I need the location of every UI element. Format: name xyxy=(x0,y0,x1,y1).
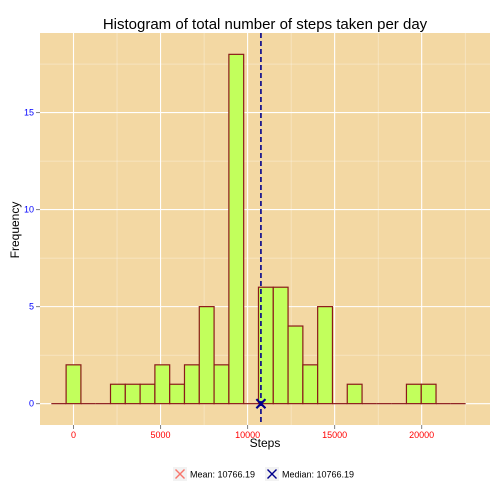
histogram-bar xyxy=(139,383,156,405)
histogram-bar xyxy=(65,364,82,405)
y-tick-label: 15 xyxy=(24,108,34,118)
median-marker xyxy=(255,398,267,409)
histogram-bar xyxy=(213,364,230,405)
y-axis-ticks: 0 5 10 15 xyxy=(24,108,40,409)
histogram-bar xyxy=(317,306,334,405)
legend-label: Median: 10766.19 xyxy=(282,470,354,480)
x-tick-label: 10000 xyxy=(235,430,260,440)
x-tick-label: 5000 xyxy=(151,430,171,440)
x-axis-title: Steps xyxy=(250,436,281,450)
legend-key-stroke xyxy=(175,469,185,479)
markers xyxy=(255,33,267,425)
histogram-bar xyxy=(124,383,141,405)
histogram-bar xyxy=(198,306,215,405)
histogram-bar xyxy=(420,383,437,405)
histogram-bar xyxy=(346,383,363,405)
y-axis-title: Frequency xyxy=(8,202,22,259)
legend-key-stroke xyxy=(267,469,277,479)
histogram-bar xyxy=(109,383,126,405)
x-axis-ticks: 0 5000 10000 15000 20000 xyxy=(71,425,434,440)
legend: Mean: 10766.19 Median: 10766.19 xyxy=(173,467,354,481)
histogram-bar xyxy=(154,364,171,405)
histogram-bar xyxy=(228,53,245,405)
y-tick-label: 5 xyxy=(29,302,34,312)
legend-key-icon xyxy=(267,469,277,479)
chart-title: Histogram of total number of steps taken… xyxy=(103,16,428,33)
histogram-bar xyxy=(302,364,319,405)
y-tick-label: 10 xyxy=(24,205,34,215)
histogram-bar xyxy=(287,325,304,405)
histogram-bar xyxy=(183,364,200,405)
histogram-bar xyxy=(272,286,289,405)
legend-key-icon xyxy=(175,469,185,479)
histogram-bar xyxy=(169,383,186,405)
x-tick-label: 20000 xyxy=(409,430,434,440)
bars xyxy=(51,53,466,405)
legend-label: Mean: 10766.19 xyxy=(190,470,255,480)
median-marker-stroke xyxy=(255,398,267,409)
x-tick-label: 0 xyxy=(71,430,76,440)
histogram-bar xyxy=(405,383,422,405)
x-tick-label: 15000 xyxy=(322,430,347,440)
y-tick-label: 0 xyxy=(29,399,34,409)
